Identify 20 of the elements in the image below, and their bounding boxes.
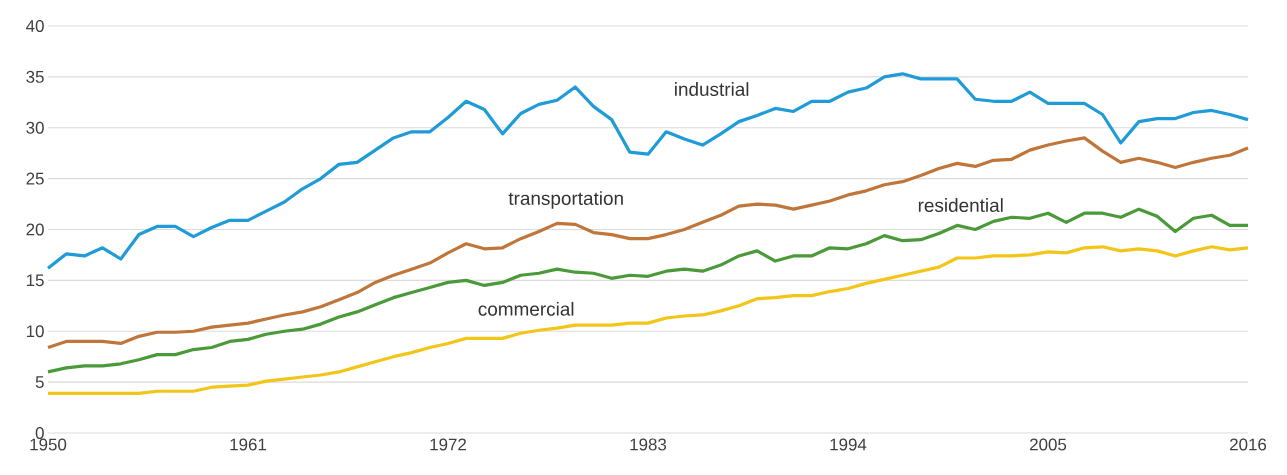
x-tick-label: 1950	[30, 438, 67, 451]
x-tick-label: 2016	[1230, 438, 1267, 451]
y-tick-label: 25	[26, 172, 44, 185]
y-tick-label: 40	[26, 19, 44, 32]
y-tick-label: 30	[26, 121, 44, 134]
y-tick-label: 20	[26, 223, 44, 236]
x-tick-label: 2005	[1030, 438, 1067, 451]
x-tick-label: 1983	[630, 438, 667, 451]
series-label: residential	[918, 198, 1003, 213]
y-tick-label: 35	[26, 70, 44, 83]
series-label: commercial	[478, 301, 574, 316]
x-tick-label: 1994	[830, 438, 867, 451]
x-tick-label: 1961	[230, 438, 267, 451]
y-tick-label: 5	[35, 376, 44, 389]
x-tick-label: 1972	[430, 438, 466, 451]
series-label: industrial	[675, 82, 749, 97]
y-tick-label: 15	[26, 274, 44, 287]
y-tick-label: 0	[35, 426, 44, 439]
series-label: transportation	[508, 191, 623, 209]
y-tick-label: 10	[26, 325, 44, 338]
